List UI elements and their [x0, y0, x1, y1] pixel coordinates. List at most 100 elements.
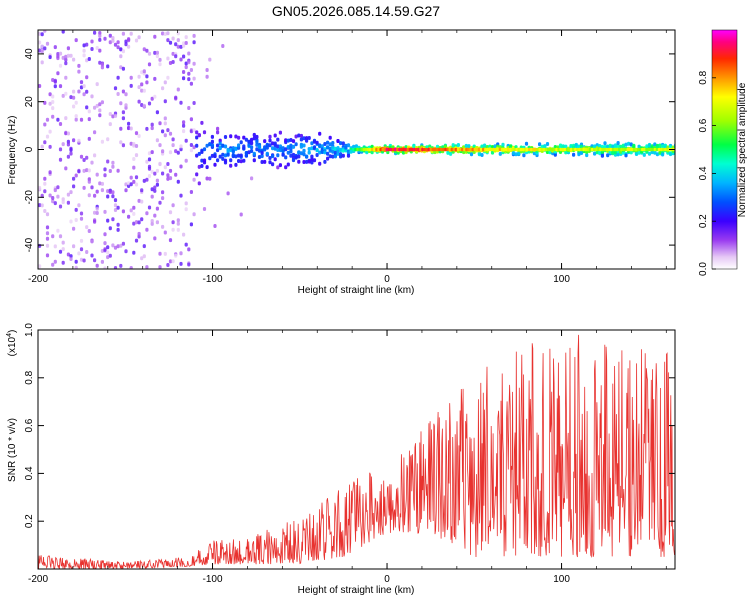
heatmap-cell	[642, 152, 646, 157]
heatmap-cell	[40, 49, 44, 54]
heatmap-cell	[64, 61, 68, 66]
heatmap-cell	[163, 32, 167, 36]
heatmap-cells	[38, 30, 675, 269]
heatmap-cell	[618, 147, 621, 152]
heatmap-cell	[603, 141, 607, 146]
heatmap-cell	[38, 84, 42, 88]
heatmap-cell	[202, 207, 207, 211]
heatmap-cell	[171, 203, 175, 208]
heatmap-cell	[184, 35, 188, 40]
heatmap-cell	[513, 147, 516, 152]
heatmap-cell	[208, 142, 212, 147]
heatmap-cell	[536, 147, 539, 152]
heatmap-cell	[85, 75, 89, 80]
x-tick-label: -100	[203, 274, 223, 285]
heatmap-cell	[74, 218, 78, 222]
heatmap-cell	[184, 41, 188, 45]
heatmap-cell	[444, 147, 447, 152]
heatmap-cell	[108, 122, 112, 127]
heatmap-cell	[408, 147, 412, 152]
heatmap-cell	[40, 60, 44, 65]
x-tick-label: 0	[384, 274, 390, 285]
heatmap-cell	[461, 147, 464, 152]
heatmap-cell	[158, 62, 162, 67]
heatmap-cell	[116, 45, 120, 50]
heatmap-cell	[297, 154, 301, 159]
heatmap-cell	[278, 163, 282, 168]
colorbar-tick-label: 0.6	[698, 118, 709, 132]
heatmap-cell	[56, 194, 60, 199]
heatmap-cell	[352, 144, 356, 149]
heatmap-cell	[100, 181, 104, 186]
heatmap-cell	[93, 105, 97, 110]
heatmap-cell	[38, 185, 42, 190]
heatmap-cell	[163, 133, 167, 138]
heatmap-cell	[281, 152, 285, 157]
heatmap-cell	[255, 139, 259, 144]
heatmap-cell	[247, 142, 251, 147]
heatmap-cell	[155, 182, 159, 187]
heatmap-cell	[51, 100, 55, 104]
heatmap-cell	[210, 134, 214, 139]
heatmap-cell	[286, 138, 290, 143]
heatmap-cell	[58, 204, 63, 209]
heatmap-cell	[454, 147, 458, 152]
heatmap-cell	[639, 147, 642, 152]
heatmap-cell	[218, 154, 222, 159]
heatmap-cell	[51, 106, 55, 111]
heatmap-cell	[244, 151, 248, 155]
heatmap-cell	[540, 147, 544, 152]
heatmap-cell	[294, 155, 298, 160]
heatmap-cell	[252, 136, 256, 141]
colorbar-gradient	[711, 29, 738, 270]
heatmap-cell	[210, 143, 214, 148]
heatmap-cell	[179, 261, 183, 266]
heatmap-cell	[166, 176, 170, 181]
heatmap-cell	[192, 76, 196, 81]
heatmap-cell	[373, 147, 376, 152]
heatmap-cell	[187, 51, 191, 56]
heatmap-cell	[559, 147, 563, 152]
heatmap-cell	[113, 245, 118, 250]
heatmap-cell	[64, 54, 68, 59]
heatmap-cell	[145, 227, 149, 232]
heatmap-cell	[106, 137, 110, 142]
heatmap-cell	[260, 160, 264, 164]
heatmap-cell	[205, 176, 209, 181]
heatmap-cell	[129, 31, 133, 36]
heatmap-cell	[278, 148, 282, 153]
heatmap-cell	[163, 165, 167, 170]
heatmap-cell	[629, 142, 633, 147]
heatmap-cell	[82, 92, 86, 97]
heatmap-cell	[202, 130, 207, 135]
snr-scale-exponent: 4	[6, 333, 13, 337]
heatmap-cell	[563, 147, 567, 152]
heatmap-cell	[111, 160, 115, 165]
heatmap-cell	[43, 181, 47, 186]
heatmap-cell	[184, 138, 188, 143]
heatmap-cell	[72, 89, 76, 94]
heatmap-cell	[79, 80, 84, 85]
heatmap-cell	[45, 243, 50, 248]
heatmap-cell	[505, 147, 508, 152]
heatmap-cell	[179, 100, 183, 105]
heatmap-cell	[425, 147, 428, 152]
heatmap-cell	[271, 162, 275, 167]
heatmap-cell	[412, 147, 416, 152]
heatmap-cell	[51, 262, 55, 267]
heatmap-cell	[93, 219, 97, 224]
heatmap-cell	[53, 45, 57, 50]
heatmap-cell	[127, 126, 131, 130]
heatmap-cell	[95, 103, 99, 108]
heatmap-cell	[263, 139, 267, 144]
heatmap-cell	[302, 152, 306, 157]
heatmap-cell	[116, 168, 120, 173]
heatmap-cell	[87, 193, 91, 198]
heatmap-cell	[328, 142, 332, 147]
heatmap-cell	[268, 138, 272, 143]
heatmap-cell	[150, 221, 154, 226]
heatmap-cell	[333, 150, 337, 155]
heatmap-cell	[613, 147, 617, 152]
heatmap-cell	[647, 143, 652, 148]
